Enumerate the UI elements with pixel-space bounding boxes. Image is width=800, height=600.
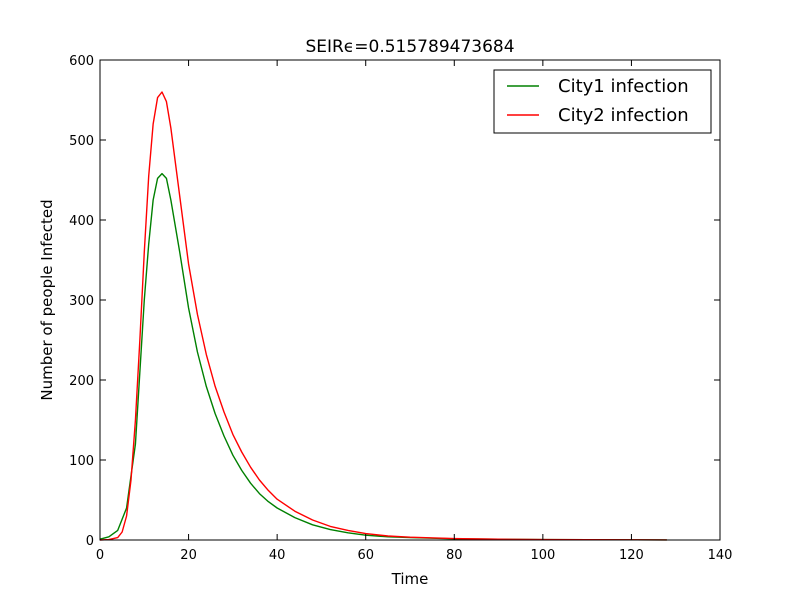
x-tick-label: 40 xyxy=(269,548,286,563)
y-tick-label: 500 xyxy=(69,134,94,149)
y-tick-label: 0 xyxy=(86,534,94,549)
x-tick-label: 120 xyxy=(619,548,644,563)
x-tick-label: 0 xyxy=(96,548,104,563)
plot-frame xyxy=(99,59,721,541)
series-line-city2 xyxy=(99,91,667,541)
x-axis-label: Time xyxy=(391,570,429,588)
y-axis-label: Number of people Infected xyxy=(38,199,56,400)
x-tick-label: 60 xyxy=(357,548,374,563)
y-tick-label: 600 xyxy=(69,54,94,69)
plot-area xyxy=(100,60,720,540)
x-tick-label: 140 xyxy=(708,548,733,563)
y-tick-label: 400 xyxy=(69,214,94,229)
series-layer xyxy=(99,91,667,541)
legend-label-city1: City1 infection xyxy=(558,76,689,97)
legend: City1 infection City2 infection xyxy=(493,69,712,134)
x-tick-label: 80 xyxy=(446,548,463,563)
x-tick-label: 100 xyxy=(530,548,555,563)
legend-label-city2: City2 infection xyxy=(558,105,689,126)
y-tick-label: 200 xyxy=(69,374,94,389)
ticks-layer: 0 20 40 60 80 100 120 140 0 100 200 300 400 500 600 xyxy=(69,54,732,563)
y-tick-label: 100 xyxy=(69,454,94,469)
chart-title: SEIRϵ=0.515789473684 xyxy=(305,37,514,57)
x-tick-label: 20 xyxy=(180,548,197,563)
y-tick-label: 300 xyxy=(69,294,94,309)
legend-box xyxy=(493,69,712,134)
